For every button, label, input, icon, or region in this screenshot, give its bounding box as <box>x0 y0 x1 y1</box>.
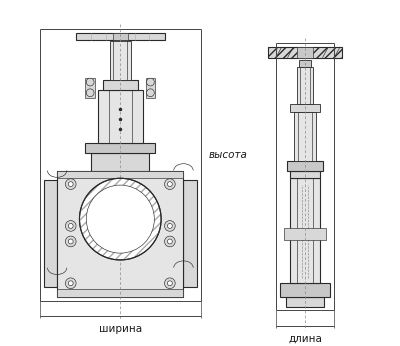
Bar <box>290 171 320 178</box>
Circle shape <box>65 220 76 231</box>
Circle shape <box>164 236 175 247</box>
Circle shape <box>65 278 76 289</box>
Circle shape <box>68 281 73 286</box>
Circle shape <box>68 182 73 186</box>
Bar <box>112 33 128 40</box>
Bar <box>280 283 330 297</box>
Bar <box>103 80 138 90</box>
Circle shape <box>164 220 175 231</box>
Bar <box>299 60 311 67</box>
Bar <box>91 153 150 171</box>
Bar <box>286 161 324 171</box>
Bar <box>110 41 131 80</box>
Circle shape <box>146 78 154 86</box>
Bar <box>98 90 143 143</box>
Bar <box>286 297 324 307</box>
Bar <box>290 178 320 283</box>
Circle shape <box>86 185 154 253</box>
Bar <box>57 171 184 297</box>
Circle shape <box>164 179 175 190</box>
Bar <box>76 33 165 40</box>
Circle shape <box>86 89 94 97</box>
Bar <box>290 104 320 112</box>
Circle shape <box>68 224 73 228</box>
Bar <box>268 47 342 58</box>
Bar <box>44 180 57 287</box>
Circle shape <box>168 224 172 228</box>
Circle shape <box>68 239 73 244</box>
Circle shape <box>168 239 172 244</box>
Bar <box>85 143 155 153</box>
Text: высота: высота <box>209 150 248 160</box>
Bar <box>284 228 326 240</box>
Circle shape <box>80 178 161 260</box>
Bar <box>85 78 95 98</box>
Bar <box>57 171 184 178</box>
Bar <box>294 112 316 161</box>
Bar <box>297 47 313 58</box>
Text: ширина: ширина <box>99 324 142 334</box>
Bar <box>184 180 197 287</box>
Text: длина: длина <box>288 334 322 344</box>
Circle shape <box>86 78 94 86</box>
Circle shape <box>65 236 76 247</box>
Circle shape <box>146 89 154 97</box>
Circle shape <box>65 179 76 190</box>
Circle shape <box>164 278 175 289</box>
Bar <box>297 67 313 104</box>
Bar <box>57 289 184 297</box>
Circle shape <box>168 182 172 186</box>
Circle shape <box>168 281 172 286</box>
Bar <box>146 78 155 98</box>
